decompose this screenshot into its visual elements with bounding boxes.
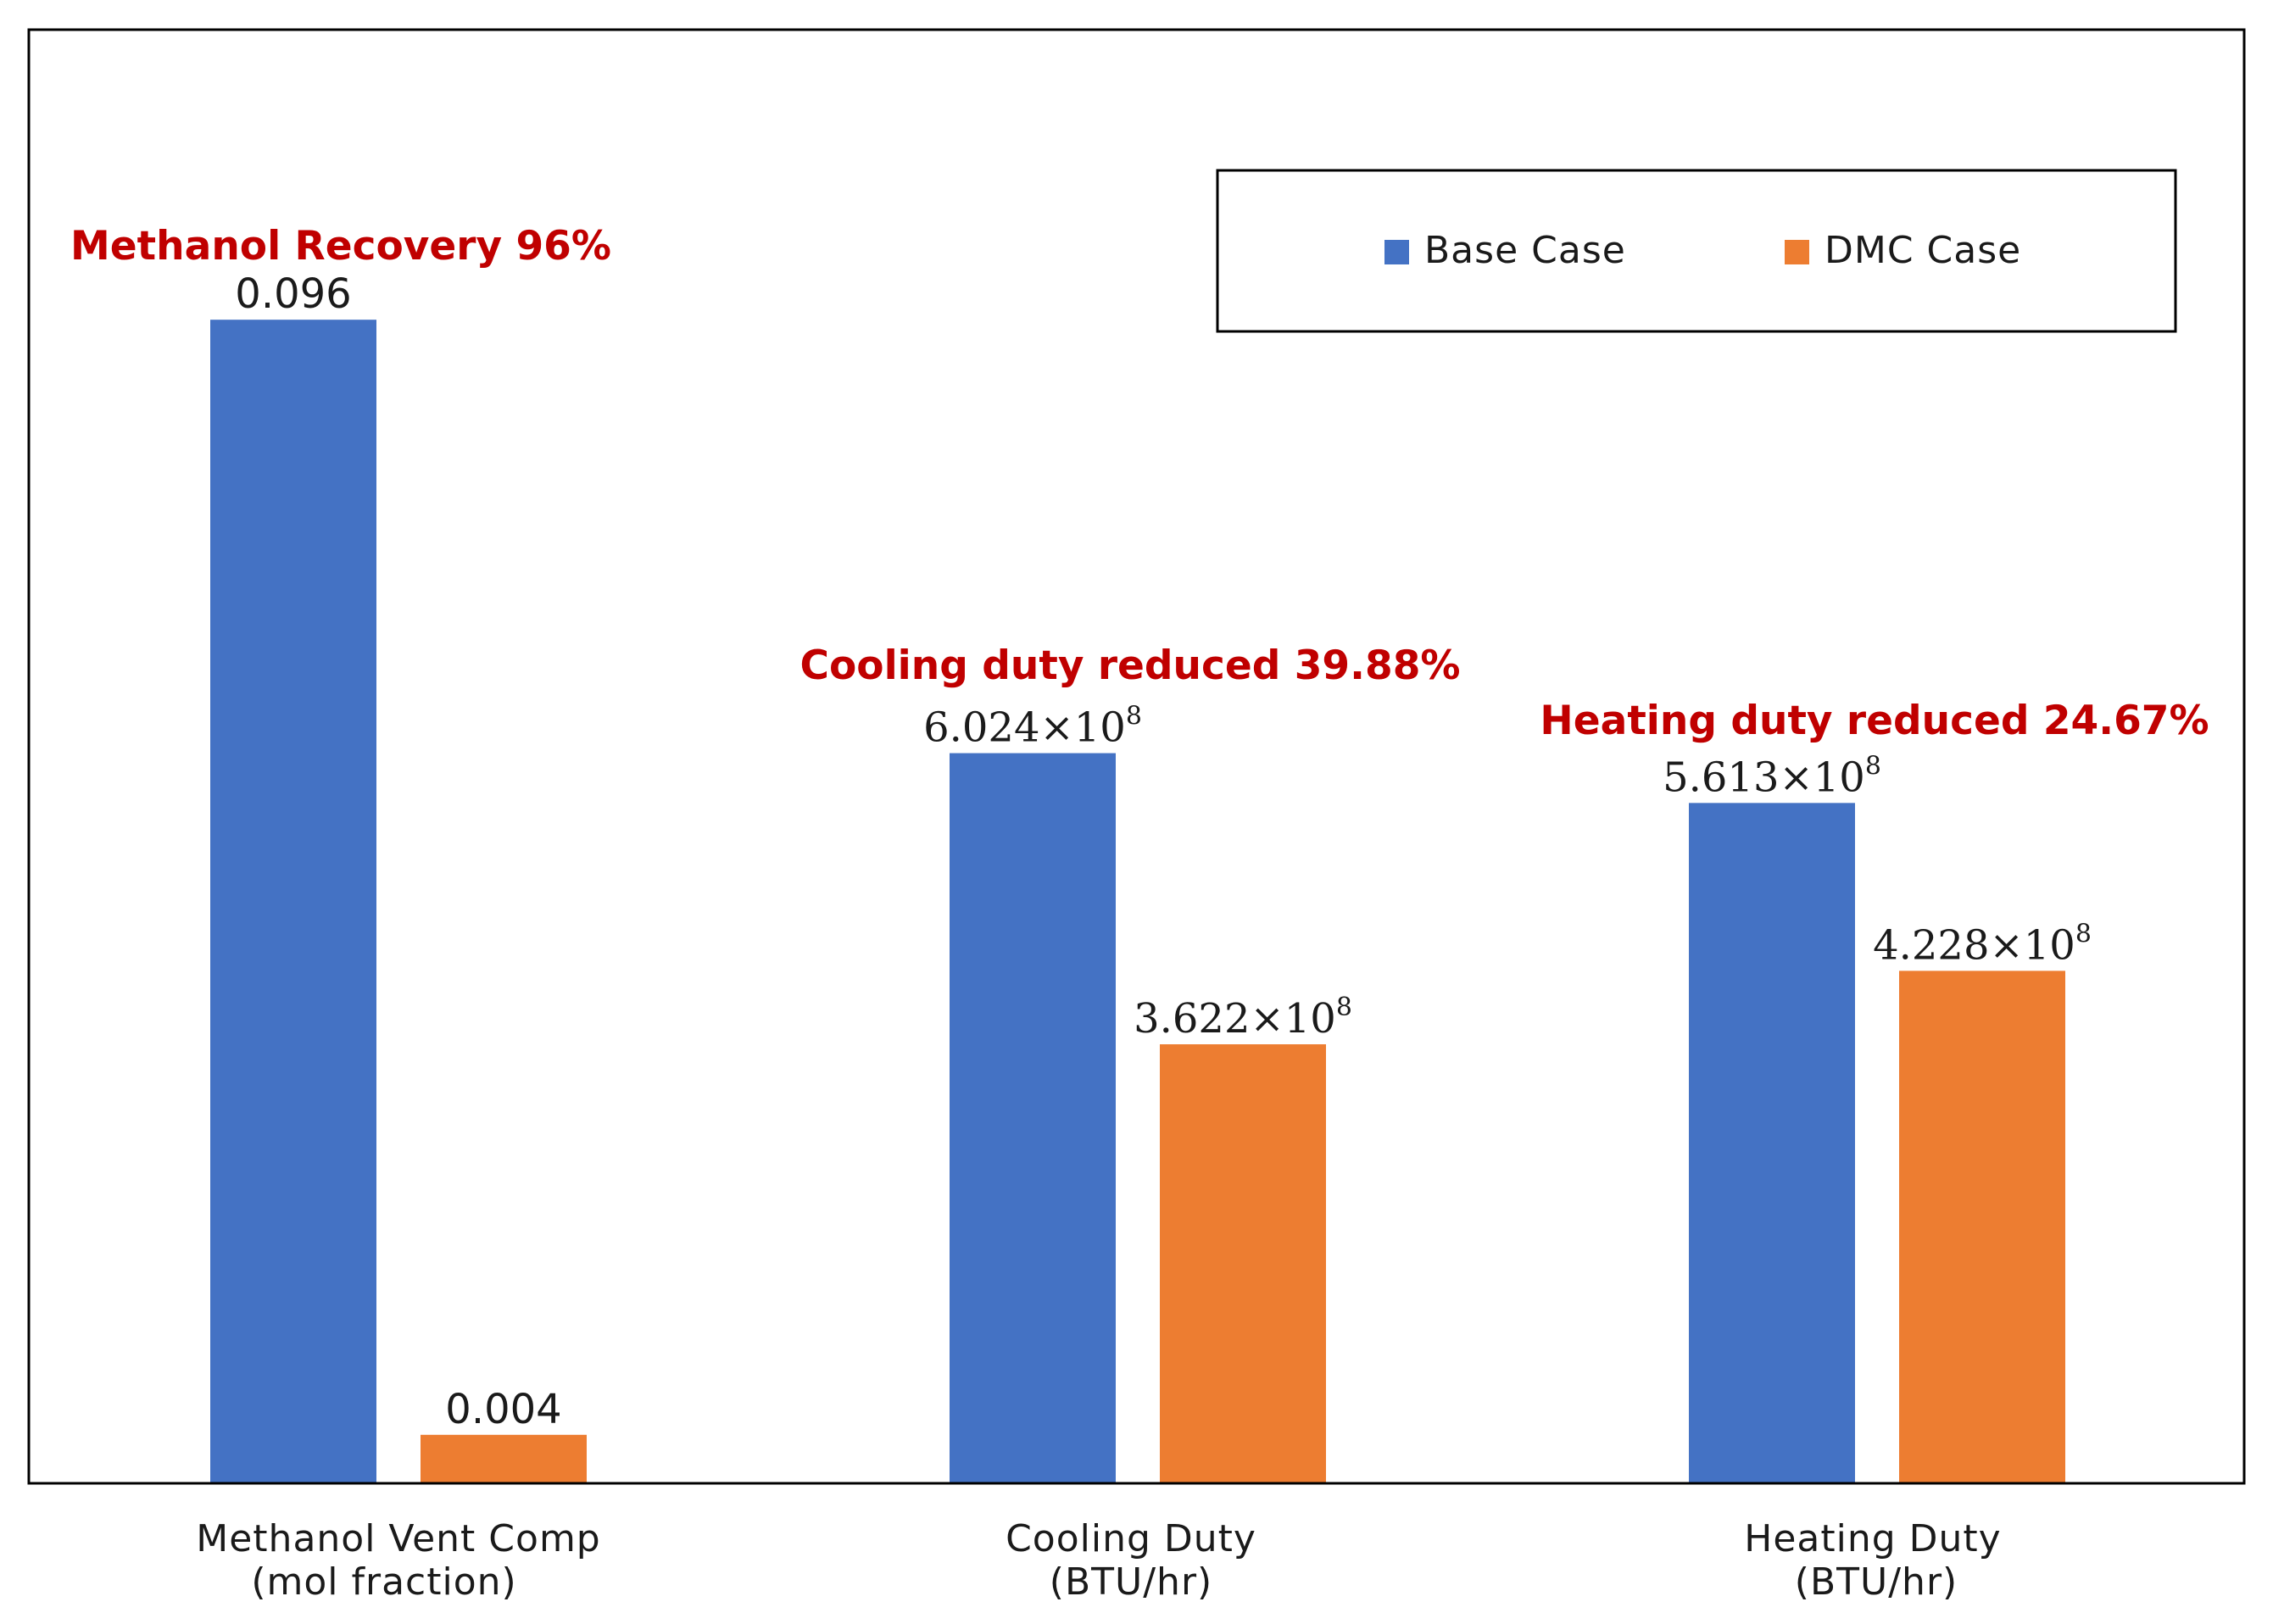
legend-swatch-dmc-case bbox=[1785, 240, 1809, 264]
data-label-base-case-methanol-vent-comp: 0.096 bbox=[235, 270, 351, 318]
legend-label-base-case: Base Case bbox=[1424, 229, 1626, 272]
bar-dmc-case-heating-duty bbox=[1899, 971, 2065, 1483]
bar-base-case-heating-duty bbox=[1689, 803, 1855, 1483]
legend-box bbox=[1216, 169, 2177, 333]
legend: Base Case DMC Case bbox=[1216, 169, 2177, 333]
annotation-methanol-recovery: Methanol Recovery 96% bbox=[70, 223, 611, 270]
x-axis-categories: Methanol Vent Comp (mol fraction) Coolin… bbox=[196, 1517, 2001, 1604]
annotation-cooling-duty-reduced: Cooling duty reduced 39.88% bbox=[800, 642, 1461, 689]
data-label-base-case-cooling-duty: 6.024×108 bbox=[923, 702, 1142, 752]
category-label-cooling-duty: Cooling Duty bbox=[1006, 1517, 1256, 1560]
bar-base-case-cooling-duty bbox=[950, 753, 1116, 1483]
legend-label-dmc-case: DMC Case bbox=[1825, 229, 2021, 272]
category-unit-heating-duty: (BTU/hr) bbox=[1795, 1560, 1958, 1604]
category-unit-methanol-vent-comp: (mol fraction) bbox=[251, 1560, 516, 1604]
data-label-dmc-case-heating-duty: 4.228×108 bbox=[1873, 919, 2092, 969]
legend-swatch-base-case bbox=[1384, 240, 1409, 264]
bar-base-case-methanol-vent-comp bbox=[210, 320, 376, 1484]
bar-dmc-case-methanol-vent-comp bbox=[421, 1434, 587, 1483]
bars bbox=[210, 320, 2065, 1484]
data-label-dmc-case-methanol-vent-comp: 0.004 bbox=[445, 1386, 561, 1433]
category-label-heating-duty: Heating Duty bbox=[1744, 1517, 2001, 1560]
annotations: Methanol Recovery 96% Cooling duty reduc… bbox=[70, 223, 2209, 744]
data-label-dmc-case-cooling-duty: 3.622×108 bbox=[1134, 993, 1352, 1043]
category-unit-cooling-duty: (BTU/hr) bbox=[1050, 1560, 1212, 1604]
value-labels: 0.096 0.004 6.024×108 3.622×108 5.613×108 4.2… bbox=[235, 270, 2092, 1433]
annotation-heating-duty-reduced: Heating duty reduced 24.67% bbox=[1540, 698, 2209, 744]
bar-dmc-case-cooling-duty bbox=[1160, 1044, 1326, 1483]
data-label-base-case-heating-duty: 5.613×108 bbox=[1663, 751, 1881, 801]
category-label-methanol-vent-comp: Methanol Vent Comp bbox=[196, 1517, 600, 1560]
